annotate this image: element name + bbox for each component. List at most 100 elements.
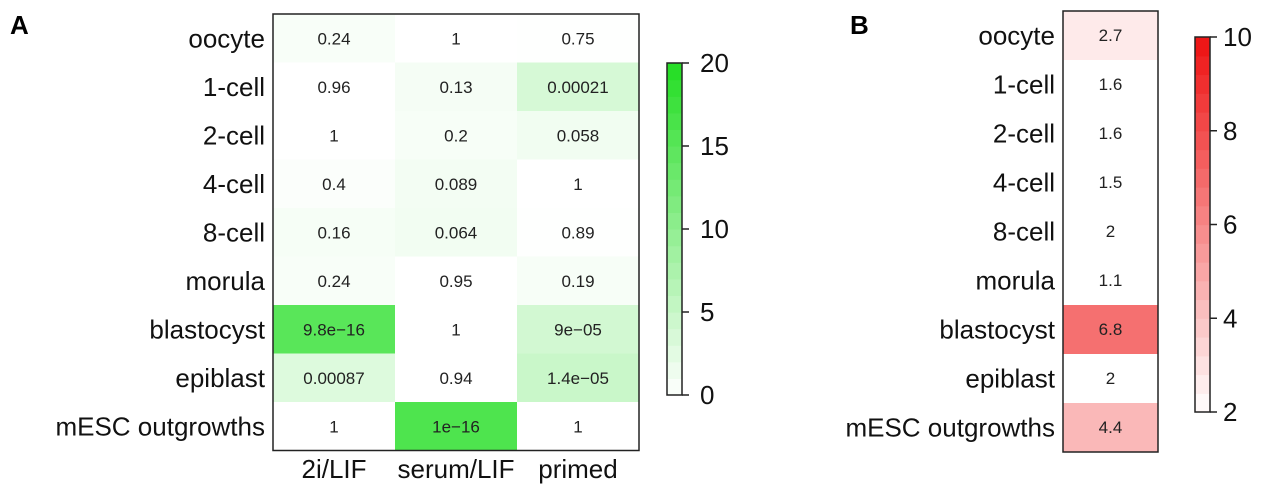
panel-b-row-label-4-cell: 4-cell: [993, 168, 1055, 198]
panel-b-cell-1-cell-value: [1063, 60, 1159, 110]
panel-letter-a: A: [10, 10, 29, 40]
panel-a-column-label-primed: primed: [538, 454, 617, 484]
panel-a-cell-oocyte-primed: [517, 14, 640, 63]
panel-b-row-label-2-cell: 2-cell: [993, 119, 1055, 149]
panel-b-cell-epiblast-value: [1063, 354, 1159, 404]
panel-b-cell-label-1-cell-value: 1.6: [1099, 75, 1123, 94]
panel-b: B 2.7 1.6 1.6 1.5 2 1.1 6.8 2 4.4 oocyte 1-cell 2-…: [845, 10, 1252, 453]
panel-a-colorbar-segment: [667, 361, 682, 379]
panel-a-cell-morula-2i-lif: [273, 256, 396, 306]
panel-a-colorbar-tick-label-20: 20: [700, 48, 729, 78]
panel-b-colorbar-segment: [1195, 280, 1210, 301]
panel-a-row-labels: oocyte 1-cell 2-cell 4-cell 8-cell morula blas…: [55, 23, 265, 441]
panel-b-colorbar-tick-label-10: 10: [1223, 22, 1252, 52]
panel-a-row-label-mesc-outgrowths: mESC outgrowths: [55, 411, 265, 441]
panel-a-cell-blastocyst-2i-lif: [273, 305, 396, 354]
panel-a-cell-2-cell-serum-lif: [395, 111, 518, 160]
panel-b-colorbar-tick-label-6: 6: [1223, 210, 1237, 240]
panel-a-cell-label-8-cell-primed: 0.89: [561, 223, 594, 242]
panel-a-cell-label-morula-2i-lif: 0.24: [317, 272, 350, 291]
panel-b-colorbar-segment: [1195, 374, 1210, 394]
panel-b-cell-4-cell-value: [1063, 158, 1159, 208]
panel-b-cell-morula-value: [1063, 256, 1159, 306]
panel-b-colorbar-segment: [1195, 112, 1210, 132]
panel-a-cell-blastocyst-serum-lif: [395, 305, 518, 354]
panel-a-cell-label-blastocyst-primed: 9e−05: [554, 320, 602, 339]
panel-a-row-label-blastocyst: blastocyst: [149, 314, 265, 344]
panel-a-column-labels: 2i/LIF serum/LIF primed: [301, 454, 617, 484]
panel-a-cell-oocyte-serum-lif: [395, 14, 518, 63]
panel-b-cell-label-2-cell-value: 1.6: [1099, 124, 1123, 143]
panel-a-colorbar-tick-label-15: 15: [700, 131, 729, 161]
panel-a-cell-label-1-cell-primed: 0.00021: [547, 78, 608, 97]
panel-b-colorbar-segment: [1195, 299, 1210, 319]
panel-b-cell-oocyte-value: [1063, 11, 1159, 61]
panel-a-colorbar-segment: [667, 162, 682, 180]
panel-a-cell-label-morula-primed: 0.19: [561, 272, 594, 291]
panel-a-colorbar-segment: [667, 195, 682, 213]
panel-a-cell-mesc-outgrowths-serum-lif: [395, 402, 518, 451]
panel-b-cell-label-morula-value: 1.1: [1099, 271, 1123, 290]
panel-b-colorbar-segment: [1195, 93, 1210, 113]
panel-a-colorbar-segment: [667, 378, 682, 396]
panel-a-cell-4-cell-primed: [517, 159, 640, 209]
panel-a-cell-label-4-cell-primed: 1: [573, 175, 582, 194]
panel-a-colorbar-segment: [667, 229, 682, 247]
panel-b-frame: [1062, 10, 1159, 453]
panel-a-colorbar-tick-label-10: 10: [700, 214, 729, 244]
panel-a-cell-oocyte-2i-lif: [273, 14, 396, 63]
panel-a-cell-4-cell-serum-lif: [395, 159, 518, 209]
panel-a-colorbar-segment: [667, 245, 682, 263]
panel-a-colorbar-segment: [667, 63, 682, 81]
panel-a-cell-label-2-cell-serum-lif: 0.2: [444, 126, 468, 145]
panel-a-row-label-epiblast: epiblast: [175, 363, 265, 393]
panel-a-cell-label-oocyte-2i-lif: 0.24: [317, 29, 350, 48]
panel-a-cell-label-4-cell-serum-lif: 0.089: [435, 175, 478, 194]
panel-b-cell-label-8-cell-value: 2: [1106, 222, 1115, 241]
panel-b-colorbar-tick-label-4: 4: [1223, 303, 1237, 333]
panel-b-colorbar-segment: [1195, 205, 1210, 226]
panel-b-cell-blastocyst-value: [1063, 305, 1159, 355]
panel-a-cell-1-cell-serum-lif: [395, 62, 518, 112]
panel-a-row-label-8-cell: 8-cell: [203, 217, 265, 247]
panel-a-cell-label-1-cell-2i-lif: 0.96: [317, 78, 350, 97]
panel-a-cell-label-blastocyst-serum-lif: 1: [451, 320, 460, 339]
panel-a-cell-2-cell-2i-lif: [273, 111, 396, 160]
panel-b-colorbar: 2 4 6 8 10: [1194, 22, 1252, 427]
panel-b-cell-label-blastocyst-value: 6.8: [1099, 320, 1123, 339]
panel-b-colorbar-segment: [1195, 337, 1210, 357]
panel-a-cell-8-cell-primed: [517, 208, 640, 257]
panel-a-cell-label-epiblast-serum-lif: 0.94: [439, 369, 472, 388]
panel-a-cell-label-morula-serum-lif: 0.95: [439, 272, 472, 291]
panel-b-cell-label-mesc-outgrowths-value: 4.4: [1099, 418, 1123, 437]
panel-b-cell-2-cell-value: [1063, 109, 1159, 159]
panel-b-row-label-8-cell: 8-cell: [993, 217, 1055, 247]
panel-a-cell-label-2-cell-2i-lif: 1: [329, 126, 338, 145]
panel-b-colorbar-segment: [1195, 393, 1210, 413]
panel-a-cell-label-mesc-outgrowths-serum-lif: 1e−16: [432, 417, 480, 436]
panel-a-column-label-2i-lif: 2i/LIF: [301, 454, 366, 484]
panel-a-cell-8-cell-2i-lif: [273, 208, 396, 257]
panel-a-cell-2-cell-primed: [517, 111, 640, 160]
panel-b-colorbar-tick-label-2: 2: [1223, 397, 1237, 427]
panel-b-colorbar-segment: [1195, 37, 1210, 57]
panel-a-cell-epiblast-primed: [517, 353, 640, 403]
panel-b-colorbar-segment: [1195, 187, 1210, 207]
panel-a-cell-1-cell-primed: [517, 62, 640, 112]
panel-a-colorbar-segment: [667, 96, 682, 114]
panel-a-cell-morula-serum-lif: [395, 256, 518, 306]
panel-a-cell-1-cell-2i-lif: [273, 62, 396, 112]
panel-a-colorbar-segment: [667, 179, 682, 197]
panel-a-colorbar-segment: [667, 295, 682, 313]
panel-b-cell-mesc-outgrowths-value: [1063, 403, 1159, 453]
panel-b-row-label-1-cell: 1-cell: [993, 70, 1055, 100]
panel-a-cell-label-4-cell-2i-lif: 0.4: [322, 175, 346, 194]
panel-a-cell-morula-primed: [517, 256, 640, 306]
panel-a-cells: 0.24 1 0.75 0.96 0.13 0.00021 1 0.2 0.058 0.4 0.08…: [273, 14, 640, 451]
panel-b-colorbar-segment: [1195, 130, 1210, 151]
panel-a-row-label-2-cell: 2-cell: [203, 120, 265, 150]
panel-a-row-label-4-cell: 4-cell: [203, 169, 265, 199]
panel-a-row-label-oocyte: oocyte: [188, 23, 265, 53]
panel-a-cell-epiblast-2i-lif: [273, 353, 396, 403]
